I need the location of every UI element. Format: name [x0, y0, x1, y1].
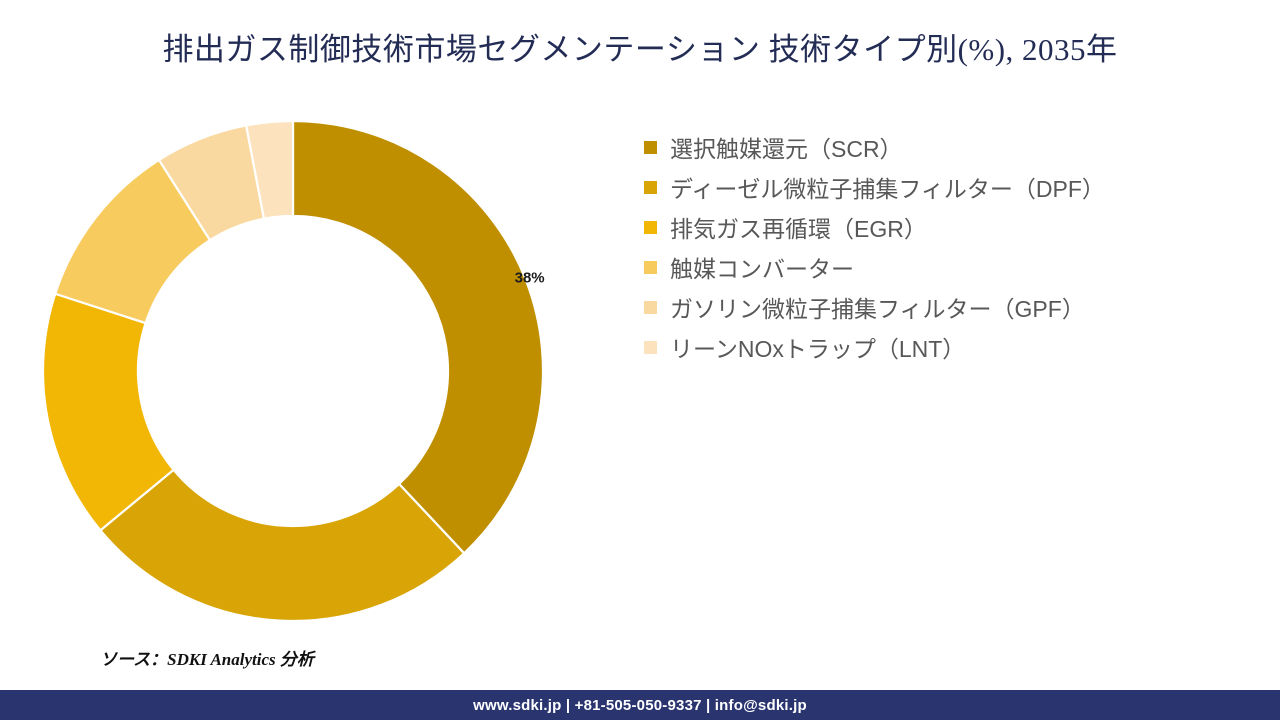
legend-item-label: 排気ガス再循環（EGR）	[670, 216, 927, 242]
legend-swatch-icon	[644, 301, 657, 314]
legend-item-label: リーンNOxトラップ（LNT）	[670, 336, 966, 362]
legend-swatch-icon	[644, 141, 657, 154]
donut-label-group: 38%	[515, 269, 545, 286]
donut-slice-label: 38%	[515, 269, 545, 286]
source-note: ソース：SDKI Analytics 分析	[100, 650, 314, 669]
donut-chart-svg: 38%	[41, 119, 545, 623]
legend-item[interactable]: 選択触媒還元（SCR）	[644, 132, 1204, 166]
donut-slice[interactable]	[98, 468, 466, 623]
legend-item-label: ディーゼル微粒子捕集フィルター（DPF）	[670, 176, 1105, 202]
donut-slice-group	[41, 119, 545, 623]
legend-item[interactable]: リーンNOxトラップ（LNT）	[644, 332, 1204, 366]
legend-item[interactable]: 排気ガス再循環（EGR）	[644, 212, 1204, 246]
legend-item-label: 選択触媒還元（SCR）	[670, 136, 903, 162]
legend-item[interactable]: ガソリン微粒子捕集フィルター（GPF）	[644, 292, 1204, 326]
footer-contact-text: www.sdki.jp | +81-505-050-9337 | info@sd…	[473, 696, 807, 714]
legend-swatch-icon	[644, 341, 657, 354]
legend-item-label: 触媒コンバーター	[670, 256, 854, 282]
footer-bar: www.sdki.jp | +81-505-050-9337 | info@sd…	[0, 690, 1280, 720]
legend-swatch-icon	[644, 181, 657, 194]
legend-item[interactable]: 触媒コンバーター	[644, 252, 1204, 286]
legend-item-label: ガソリン微粒子捕集フィルター（GPF）	[670, 296, 1085, 322]
legend-item[interactable]: ディーゼル微粒子捕集フィルター（DPF）	[644, 172, 1204, 206]
legend-swatch-icon	[644, 261, 657, 274]
donut-chart: 38%	[40, 118, 560, 623]
donut-slice[interactable]	[244, 119, 295, 221]
legend-swatch-icon	[644, 221, 657, 234]
page-title: 排出ガス制御技術市場セグメンテーション 技術タイプ別(%), 2035年	[162, 32, 1118, 67]
donut-slice[interactable]	[291, 119, 545, 555]
chart-legend: 選択触媒還元（SCR） ディーゼル微粒子捕集フィルター（DPF） 排気ガス再循環（E…	[644, 132, 1204, 372]
